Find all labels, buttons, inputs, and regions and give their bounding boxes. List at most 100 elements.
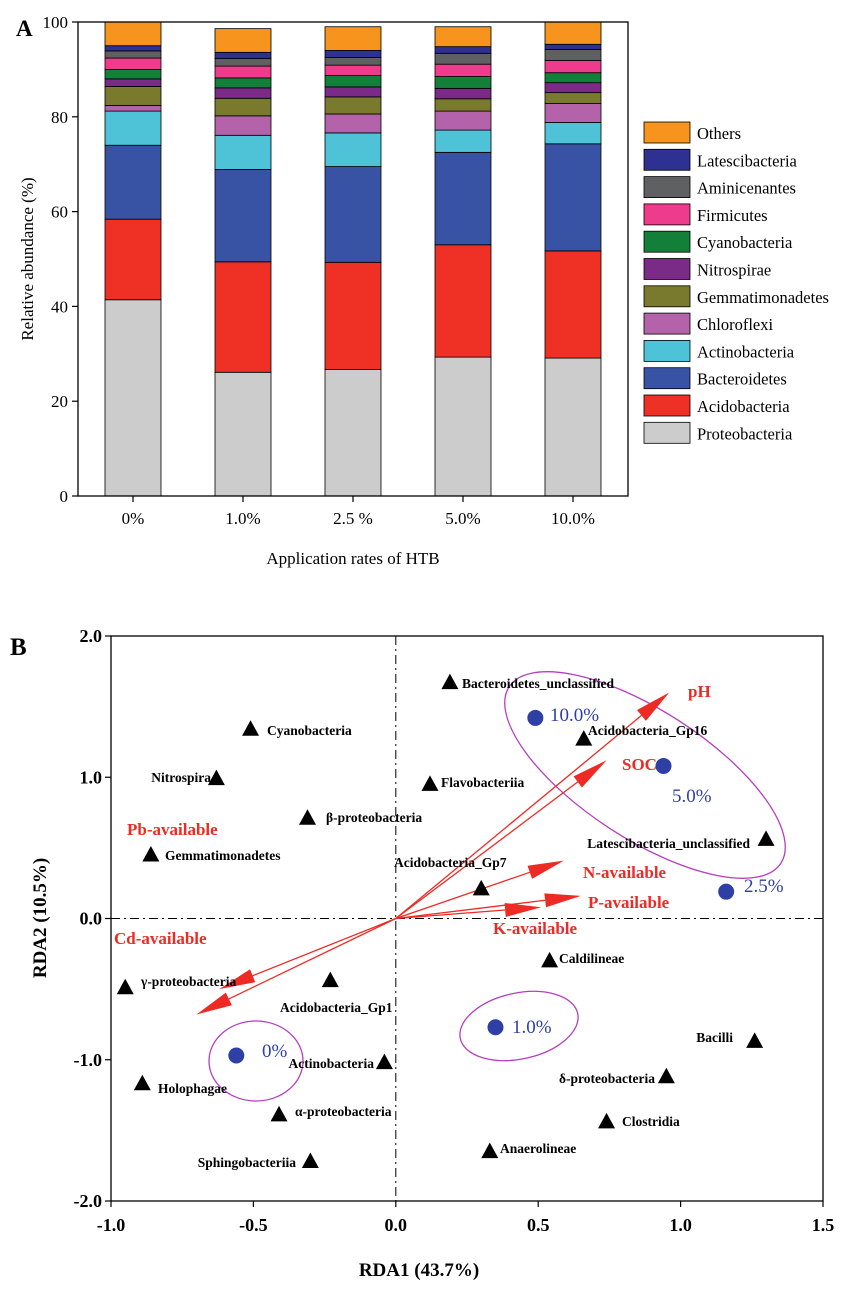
treatment-point-2-5 [718, 883, 735, 900]
bar-segment-gemmatimonadetes-2-5 [324, 96, 382, 115]
legend-swatch-actinobacteria [643, 339, 691, 362]
zero-lines [111, 636, 823, 1201]
bar-segment-aminicenantes-5-0 [434, 52, 492, 65]
bar-segment-bacteroidetes-2-5 [324, 166, 382, 263]
treatment-label-0: 0% [262, 1041, 288, 1062]
x-tick-label: 1.5 [812, 1215, 835, 1235]
vector-line-cd-available [228, 917, 397, 1000]
vector-line-ph [395, 714, 642, 920]
legend-swatch-chloroflexi [643, 312, 691, 335]
taxon-label-proteobacteria: β-proteobacteria [326, 810, 422, 825]
treatment-ellipses [208, 671, 786, 1102]
vector-arrowhead-pb-available [219, 969, 256, 990]
bar-segment-latescibacteria-1-0 [214, 51, 272, 59]
bar-segment-proteobacteria-2-5 [324, 369, 382, 497]
legend-label-others: Others [697, 124, 741, 143]
bar-segment-aminicenantes-0 [104, 50, 162, 59]
bar-segment-latescibacteria-10-0 [544, 43, 602, 50]
taxon-marker-clostridia [598, 1112, 616, 1129]
legend-swatch-aminicenantes [643, 176, 691, 199]
bar-segment-bacteroidetes-10-0 [544, 143, 602, 252]
bar-segment-proteobacteria-10-0 [544, 357, 602, 497]
y-tick-label: -1.0 [74, 1050, 103, 1070]
bar-segment-proteobacteria-1-0 [214, 371, 272, 497]
bar-segment-acidobacteria-10-0 [544, 250, 602, 359]
y-tick-label: 100 [43, 13, 69, 32]
x-tick-label: 10.0% [551, 509, 595, 528]
taxon-marker-latescibacteria-unclassified [757, 830, 775, 846]
bar-segment-aminicenantes-2-5 [324, 57, 382, 66]
bar-segment-proteobacteria-5-0 [434, 356, 492, 497]
legend-swatch-others [643, 121, 691, 144]
taxon-label-flavobacteriia: Flavobacteriia [441, 775, 524, 790]
vector-label-n-available: N-available [583, 863, 667, 882]
bar-segment-latescibacteria-2-5 [324, 50, 382, 58]
y-tick-label: 20 [51, 392, 68, 411]
legend-label-bacteroidetes: Bacteroidetes [697, 370, 787, 389]
bar-segment-acidobacteria-2-5 [324, 261, 382, 370]
treatment-point-1-0 [487, 1019, 504, 1036]
bar-segment-others-2-5 [324, 26, 382, 51]
taxon-label-acidobacteria-gp1: Acidobacteria_Gp1 [280, 1000, 393, 1015]
y-axis-title-b: RDA2 (10.5%) [30, 858, 51, 978]
y-tick-label: 1.0 [80, 767, 103, 787]
stacked-bars [104, 21, 602, 497]
taxon-label-proteobacteria: α-proteobacteria [295, 1104, 392, 1119]
taxon-label-bacteroidetes-unclassified: Bacteroidetes_unclassified [462, 676, 614, 691]
x-tick-label: 5.0% [445, 509, 480, 528]
bar-segment-proteobacteria-0 [104, 299, 162, 497]
bar-segment-chloroflexi-1-0 [214, 115, 272, 136]
x-tick-label: 1.0 [669, 1215, 692, 1235]
bar-segment-cyanobacteria-1-0 [214, 77, 272, 89]
taxon-marker-actinobacteria [375, 1053, 393, 1070]
vector-label-pb-available: Pb-available [127, 820, 218, 839]
bar-segment-others-1-0 [214, 28, 272, 53]
x-tick-label: 0.0 [385, 1215, 408, 1235]
bar-segment-chloroflexi-5-0 [434, 110, 492, 131]
bar-segment-nitrospirae-5-0 [434, 87, 492, 100]
y-tick-label: 40 [51, 297, 68, 316]
taxon-marker-proteobacteria [657, 1067, 675, 1084]
bar-segment-firmicutes-1-0 [214, 65, 272, 79]
legend-swatch-acidobacteria [643, 394, 691, 417]
bar-segment-cyanobacteria-0 [104, 69, 162, 80]
bar-segment-bacteroidetes-1-0 [214, 169, 272, 263]
treatment-label-5-0: 5.0% [672, 786, 712, 807]
bar-segment-firmicutes-2-5 [324, 64, 382, 76]
legend-swatch-latescibacteria [643, 148, 691, 171]
panel-b: B pH SOC N-available P-available K-available… [10, 626, 834, 1281]
bar-segment-firmicutes-5-0 [434, 63, 492, 77]
taxon-marker-holophagae [133, 1074, 151, 1091]
bar-segment-chloroflexi-0 [104, 105, 162, 112]
y-tick-label: 80 [51, 108, 68, 127]
x-axis-title-b: RDA1 (43.7%) [359, 1260, 479, 1281]
bar-segment-acidobacteria-5-0 [434, 244, 492, 358]
bar-segment-nitrospirae-10-0 [544, 82, 602, 94]
taxon-label-caldilineae: Caldilineae [559, 951, 624, 966]
bar-segment-actinobacteria-10-0 [544, 122, 602, 145]
bar-segment-chloroflexi-2-5 [324, 113, 382, 134]
vector-label-p-available: P-available [588, 893, 670, 912]
bar-segment-nitrospirae-1-0 [214, 87, 272, 99]
taxon-label-nitrospira: Nitrospira [151, 770, 211, 785]
bar-segment-firmicutes-10-0 [544, 59, 602, 74]
taxon-label-cyanobacteria: Cyanobacteria [267, 723, 352, 738]
ellipse-2p5-5-10 [504, 671, 786, 879]
x-axis-b: -1.0 -0.5 0.0 0.5 1.0 1.5 [97, 1201, 835, 1235]
bar-segment-gemmatimonadetes-5-0 [434, 98, 492, 112]
legend-swatch-proteobacteria [643, 421, 691, 444]
treatment-point-10-0 [527, 709, 544, 726]
treatment-label-1-0: 1.0% [512, 1017, 552, 1038]
bar-segment-actinobacteria-2-5 [324, 132, 382, 167]
taxon-marker-proteobacteria [299, 809, 317, 825]
taxon-label-actinobacteria: Actinobacteria [289, 1056, 375, 1071]
bar-segment-actinobacteria-5-0 [434, 129, 492, 153]
y-axis-title-a: Relative abundance (%) [18, 177, 37, 340]
vector-arrowhead-p-available [544, 893, 581, 908]
taxon-label-gemmatimonadetes: Gemmatimonadetes [165, 848, 280, 863]
bar-segment-cyanobacteria-5-0 [434, 76, 492, 89]
y-tick-label: 0 [60, 487, 69, 506]
x-axis-title-a: Application rates of HTB [266, 549, 439, 568]
bar-segment-bacteroidetes-0 [104, 144, 162, 220]
